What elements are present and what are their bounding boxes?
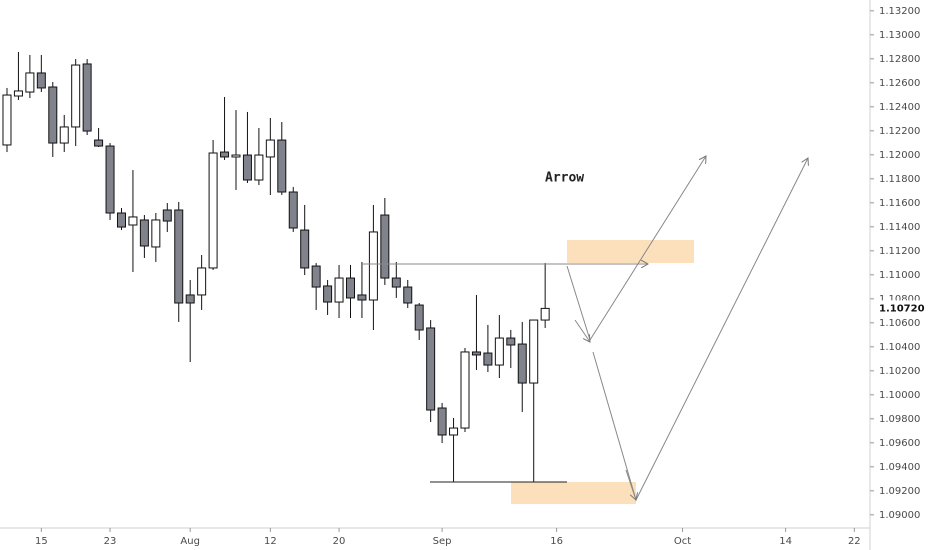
zone-box xyxy=(567,240,694,263)
y-tick-label: 1.11400 xyxy=(879,222,920,233)
last-price-box xyxy=(871,300,931,317)
candle-body xyxy=(128,216,138,226)
candle-body xyxy=(471,351,481,356)
x-tick-label: Oct xyxy=(674,536,691,547)
candle-body xyxy=(59,126,69,144)
candle-body xyxy=(334,277,344,303)
candle-body xyxy=(208,152,218,269)
candle-body xyxy=(162,209,172,222)
candle-body xyxy=(300,229,310,269)
candle-body xyxy=(357,294,367,301)
y-tick-label: 1.13000 xyxy=(879,30,920,41)
y-tick-label: 1.11600 xyxy=(879,198,920,209)
y-tick-label: 1.09200 xyxy=(879,486,920,497)
candle-body xyxy=(277,139,287,193)
candle-body xyxy=(25,72,35,93)
x-tick-label: 23 xyxy=(104,536,117,547)
y-tick-label: 1.12000 xyxy=(879,150,920,161)
y-tick-label: 1.12200 xyxy=(879,126,920,137)
candle-body xyxy=(220,151,230,158)
candle-body xyxy=(71,64,81,128)
candle-body xyxy=(288,191,298,229)
candle-body xyxy=(105,145,115,214)
x-tick-label: 12 xyxy=(264,536,277,547)
candle-body xyxy=(380,214,390,279)
candle-body xyxy=(2,94,12,146)
candle-body xyxy=(151,219,161,248)
y-tick-label: 1.09600 xyxy=(879,438,920,449)
drawings: Arrow xyxy=(362,156,808,504)
x-tick-label: 15 xyxy=(35,536,48,547)
plot-area xyxy=(2,51,550,483)
axes: 1.13200 1.13000 1.12800 1.12600 1.12400 1.122… xyxy=(35,6,931,547)
candle-body xyxy=(391,277,401,288)
y-tick-label: 1.11200 xyxy=(879,246,920,257)
y-tick-label: 1.09800 xyxy=(879,414,920,425)
candle-body xyxy=(345,277,355,299)
y-tick-label: 1.11000 xyxy=(879,270,920,281)
candle-body xyxy=(13,90,23,97)
candle-body xyxy=(483,352,493,366)
y-tick-label: 1.12400 xyxy=(879,102,920,113)
candle-body xyxy=(506,337,516,346)
y-tick-label: 1.09400 xyxy=(879,462,920,473)
candle-body xyxy=(449,427,459,436)
candle-body xyxy=(94,139,104,147)
x-tick-label: Aug xyxy=(180,536,200,547)
y-tick-label: 1.10800 xyxy=(879,294,920,305)
x-tick-label: Sep xyxy=(433,536,452,547)
y-tick-label: 1.12600 xyxy=(879,78,920,89)
candle-body xyxy=(265,139,275,158)
candle-body xyxy=(185,294,195,304)
y-tick-label: 1.10000 xyxy=(879,390,920,401)
candle-body xyxy=(139,219,149,247)
candle-body xyxy=(460,351,470,429)
x-tick-label: 16 xyxy=(550,536,563,547)
y-tick-label: 1.10400 xyxy=(879,342,920,353)
candle-body xyxy=(368,231,378,301)
x-tick-label: 22 xyxy=(848,536,861,547)
candle-body xyxy=(36,72,46,89)
candle-body xyxy=(48,86,58,144)
candle-body xyxy=(242,154,252,181)
candle-body xyxy=(529,319,539,384)
candle-body xyxy=(403,286,413,304)
y-tick-label: 1.10600 xyxy=(879,318,920,329)
candle-body xyxy=(414,304,424,331)
candle-body xyxy=(254,154,264,181)
y-tick-label: 1.13200 xyxy=(879,6,920,17)
candle-body xyxy=(323,285,333,303)
y-tick-label: 1.11800 xyxy=(879,174,920,185)
candle-body xyxy=(116,212,126,228)
path-arrow xyxy=(574,319,590,342)
candle-body xyxy=(517,343,527,384)
x-tick-label: 14 xyxy=(779,536,792,547)
annotation: Arrow xyxy=(545,171,584,186)
candle-body xyxy=(82,63,92,132)
candle-body xyxy=(197,267,207,296)
y-tick-label: 1.10200 xyxy=(879,366,920,377)
candle-body xyxy=(311,265,321,288)
y-tick-label: 1.09000 xyxy=(879,510,920,521)
candle-body xyxy=(540,307,550,321)
candle-body xyxy=(494,337,504,366)
candle-body xyxy=(174,209,184,304)
y-tick-label: 1.12800 xyxy=(879,54,920,65)
candle-body xyxy=(231,154,241,158)
last-price-label: 1.10720 xyxy=(879,303,925,314)
zone-box xyxy=(511,482,636,504)
candle-body xyxy=(426,327,436,411)
candle-body xyxy=(437,407,447,436)
path-arrow xyxy=(625,469,636,500)
x-tick-label: 20 xyxy=(333,536,346,547)
